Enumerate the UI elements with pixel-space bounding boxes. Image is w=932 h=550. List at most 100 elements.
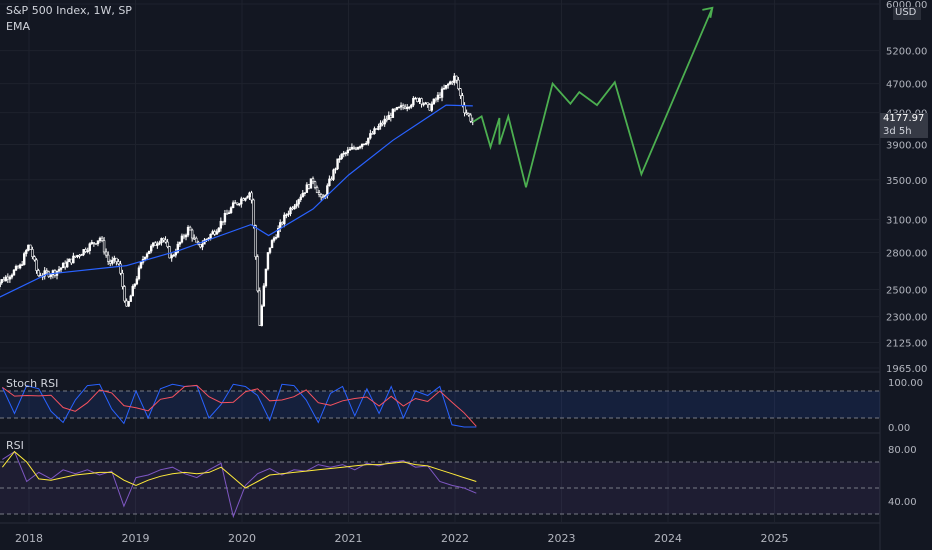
rsi-ma-line[interactable] — [2, 450, 477, 489]
candle-body[interactable] — [434, 98, 438, 101]
candle-body[interactable] — [154, 242, 157, 246]
ema-legend[interactable]: EMA — [6, 20, 30, 33]
candle-body[interactable] — [358, 146, 362, 148]
candle-body[interactable] — [127, 301, 130, 307]
candle-body[interactable] — [168, 246, 171, 259]
candle-body[interactable] — [360, 143, 364, 147]
candle-body[interactable] — [76, 254, 79, 258]
candle-body[interactable] — [307, 184, 311, 189]
candle-body[interactable] — [305, 184, 309, 193]
candle-body[interactable] — [131, 286, 134, 297]
candle-body[interactable] — [401, 105, 405, 108]
candle-body[interactable] — [176, 243, 180, 253]
candle-body[interactable] — [389, 114, 393, 118]
candle-body[interactable] — [268, 247, 272, 253]
candle-body[interactable] — [227, 212, 231, 215]
candle-body[interactable] — [174, 252, 177, 256]
candle-body[interactable] — [262, 285, 266, 307]
candle-body[interactable] — [322, 196, 325, 199]
candle-body[interactable] — [27, 244, 30, 251]
candle-body[interactable] — [397, 106, 401, 109]
candle-body[interactable] — [371, 133, 374, 135]
candle-body[interactable] — [37, 270, 40, 276]
candle-body[interactable] — [0, 282, 1, 288]
stoch-rsi-pane[interactable] — [0, 383, 880, 428]
candle-body[interactable] — [106, 254, 110, 262]
candle-body[interactable] — [137, 267, 141, 280]
candle-body[interactable] — [342, 152, 345, 155]
candle-body[interactable] — [233, 202, 237, 205]
candle-body[interactable] — [193, 237, 196, 240]
candle-body[interactable] — [272, 237, 276, 241]
candle-body[interactable] — [23, 253, 26, 265]
candle-body[interactable] — [297, 199, 300, 205]
candle-body[interactable] — [219, 220, 223, 229]
candle-body[interactable] — [379, 122, 382, 127]
candle-body[interactable] — [190, 229, 194, 239]
candle-body[interactable] — [348, 149, 352, 151]
candle-body[interactable] — [78, 254, 81, 257]
candle-body[interactable] — [301, 192, 304, 198]
candle-body[interactable] — [133, 283, 137, 287]
candle-body[interactable] — [334, 168, 337, 171]
candle-body[interactable] — [313, 181, 317, 188]
candle-body[interactable] — [403, 106, 407, 109]
candle-body[interactable] — [311, 178, 315, 183]
candle-body[interactable] — [283, 214, 286, 225]
candle-body[interactable] — [236, 202, 239, 205]
candle-body[interactable] — [354, 147, 358, 150]
candle-body[interactable] — [377, 125, 380, 130]
candle-body[interactable] — [276, 228, 280, 238]
candle-body[interactable] — [356, 146, 360, 150]
candle-body[interactable] — [72, 255, 75, 264]
candle-body[interactable] — [129, 295, 132, 302]
candle-body[interactable] — [113, 257, 116, 261]
candle-body[interactable] — [240, 198, 243, 205]
candle-body[interactable] — [455, 75, 458, 81]
candle-body[interactable] — [2, 279, 5, 282]
candle-body[interactable] — [186, 226, 190, 236]
candle-body[interactable] — [242, 198, 245, 201]
candle-body[interactable] — [254, 225, 257, 258]
candle-body[interactable] — [158, 242, 161, 245]
candle-body[interactable] — [160, 238, 163, 244]
candle-body[interactable] — [279, 222, 282, 229]
candle-body[interactable] — [387, 114, 390, 120]
candle-body[interactable] — [449, 81, 452, 85]
candle-body[interactable] — [383, 118, 386, 125]
candle-body[interactable] — [410, 104, 413, 108]
candle-body[interactable] — [98, 237, 102, 241]
candle-body[interactable] — [412, 98, 415, 106]
candle-body[interactable] — [426, 102, 429, 105]
candle-body[interactable] — [20, 264, 24, 266]
candle-body[interactable] — [385, 118, 388, 121]
candle-body[interactable] — [119, 263, 122, 274]
candle-body[interactable] — [281, 222, 284, 225]
candle-body[interactable] — [344, 152, 347, 155]
candle-body[interactable] — [213, 231, 216, 235]
candle-body[interactable] — [365, 142, 368, 145]
candle-body[interactable] — [152, 242, 155, 247]
candle-body[interactable] — [49, 274, 53, 277]
candle-body[interactable] — [184, 234, 188, 238]
candle-body[interactable] — [209, 233, 212, 239]
candle-body[interactable] — [363, 143, 366, 146]
candle-body[interactable] — [451, 81, 454, 84]
candle-body[interactable] — [135, 278, 139, 285]
candle-body[interactable] — [414, 97, 417, 100]
candle-body[interactable] — [309, 178, 313, 189]
candle-body[interactable] — [195, 237, 198, 243]
candle-body[interactable] — [260, 305, 263, 326]
candle-body[interactable] — [244, 197, 247, 201]
candle-body[interactable] — [289, 207, 292, 215]
candle-body[interactable] — [291, 207, 294, 210]
candle-body[interactable] — [446, 83, 450, 86]
candle-body[interactable] — [166, 241, 169, 247]
candle-body[interactable] — [178, 241, 182, 245]
rsi-line[interactable] — [2, 450, 477, 519]
currency-badge[interactable]: USD — [893, 7, 921, 20]
candle-body[interactable] — [340, 153, 343, 159]
candle-body[interactable] — [70, 258, 73, 264]
stoch-d-line[interactable] — [2, 384, 477, 427]
candle-body[interactable] — [438, 94, 442, 98]
